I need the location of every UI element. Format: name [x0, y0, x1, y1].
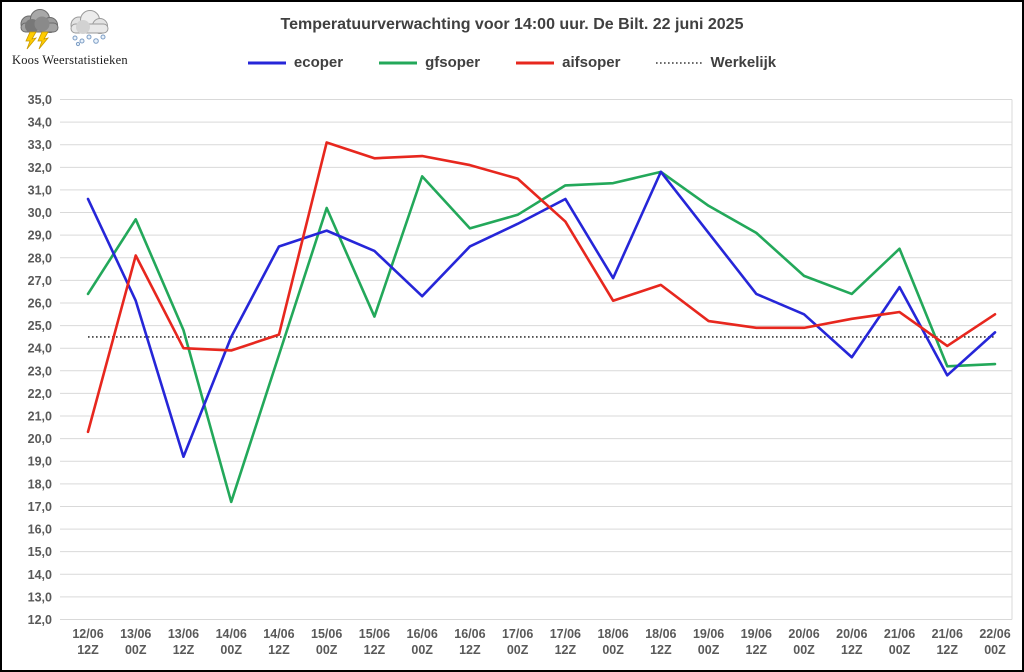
legend-item-aifsoper: aifsoper: [516, 54, 620, 71]
brand-logo: Koos Weerstatistieken: [10, 8, 140, 80]
x-axis-tick-label: 20/06 00Z: [788, 627, 819, 657]
x-axis-tick-label: 18/06 00Z: [597, 627, 628, 657]
x-axis-tick-label: 16/06 00Z: [407, 627, 438, 657]
y-axis-tick-label: 13,0: [28, 590, 52, 604]
x-axis-tick-label: 20/06 12Z: [836, 627, 867, 657]
y-axis-tick-label: 29,0: [28, 229, 52, 243]
x-axis-tick-label: 19/06 00Z: [693, 627, 724, 657]
y-axis-tick-label: 27,0: [28, 274, 52, 288]
x-axis-tick-label: 15/06 12Z: [359, 627, 390, 657]
y-axis-tick-label: 20,0: [28, 432, 52, 446]
y-axis-tick-label: 21,0: [28, 410, 52, 424]
y-axis-tick-label: 16,0: [28, 523, 52, 537]
y-axis-tick-label: 15,0: [28, 545, 52, 559]
x-axis-tick-label: 16/06 12Z: [454, 627, 485, 657]
brand-logo-icons: [16, 8, 140, 50]
snow-cloud-icon: [70, 10, 109, 47]
x-axis-tick-label: 13/06 00Z: [120, 627, 151, 657]
legend-label-gfsoper: gfsoper: [425, 54, 481, 71]
x-axis-tick-label: 17/06 00Z: [502, 627, 533, 657]
y-axis-tick-label: 24,0: [28, 342, 52, 356]
legend-swatch-ecoper: [247, 61, 286, 64]
series-line-aifsoper: [86, 141, 997, 434]
x-axis-tick-label: 15/06 00Z: [311, 627, 342, 657]
y-axis-tick-label: 18,0: [28, 477, 52, 491]
x-axis-tick-label: 13/06 12Z: [168, 627, 199, 657]
y-axis-tick-label: 34,0: [28, 116, 52, 130]
legend-item-gfsoper: gfsoper: [379, 54, 480, 71]
x-axis-tick-label: 14/06 00Z: [216, 627, 247, 657]
storm-cloud-lightning-icon: [20, 9, 59, 50]
x-axis-tick-label: 12/06 12Z: [72, 627, 103, 657]
y-axis-tick-label: 19,0: [28, 455, 52, 469]
y-axis-tick-label: 17,0: [28, 500, 52, 514]
y-axis-tick-label: 23,0: [28, 364, 52, 378]
x-axis-tick-label: 21/06 00Z: [884, 627, 915, 657]
y-axis-tick-label: 33,0: [28, 138, 52, 152]
y-axis-tick-label: 32,0: [28, 161, 52, 175]
y-axis-tick-label: 22,0: [28, 387, 52, 401]
x-axis-tick-label: 22/06 00Z: [979, 627, 1010, 657]
legend-swatch-gfsoper: [379, 61, 418, 64]
y-axis-tick-label: 14,0: [28, 568, 52, 582]
y-axis-tick-label: 28,0: [28, 251, 52, 265]
x-axis-tick-label: 18/06 12Z: [645, 627, 676, 657]
y-axis-tick-label: 12,0: [28, 613, 52, 627]
y-axis-tick-label: 30,0: [28, 206, 52, 220]
chart-legend: ecoper gfsoper aifsoper Werkelijk: [2, 54, 1022, 71]
x-axis-tick-label: 21/06 12Z: [932, 627, 963, 657]
y-axis-tick-label: 25,0: [28, 319, 52, 333]
legend-label-werkelijk: Werkelijk: [710, 54, 777, 71]
brand-name: Koos Weerstatistieken: [12, 53, 128, 67]
chart-title: Temperatuurverwachting voor 14:00 uur. D…: [280, 16, 744, 33]
x-axis-tick-label: 17/06 12Z: [550, 627, 581, 657]
legend-item-werkelijk: Werkelijk: [656, 54, 776, 71]
y-axis-tick-label: 31,0: [28, 183, 52, 197]
y-axis-tick-label: 35,0: [28, 93, 52, 107]
y-axis-tick-label: 26,0: [28, 296, 52, 310]
x-axis-tick-label: 19/06 12Z: [741, 627, 772, 657]
x-axis-tick-label: 14/06 12Z: [263, 627, 294, 657]
legend-swatch-aifsoper: [516, 61, 555, 64]
series-line-ecoper: [86, 170, 997, 459]
legend-label-ecoper: ecoper: [293, 54, 344, 71]
legend-label-aifsoper: aifsoper: [562, 54, 621, 71]
legend-item-ecoper: ecoper: [247, 54, 344, 71]
